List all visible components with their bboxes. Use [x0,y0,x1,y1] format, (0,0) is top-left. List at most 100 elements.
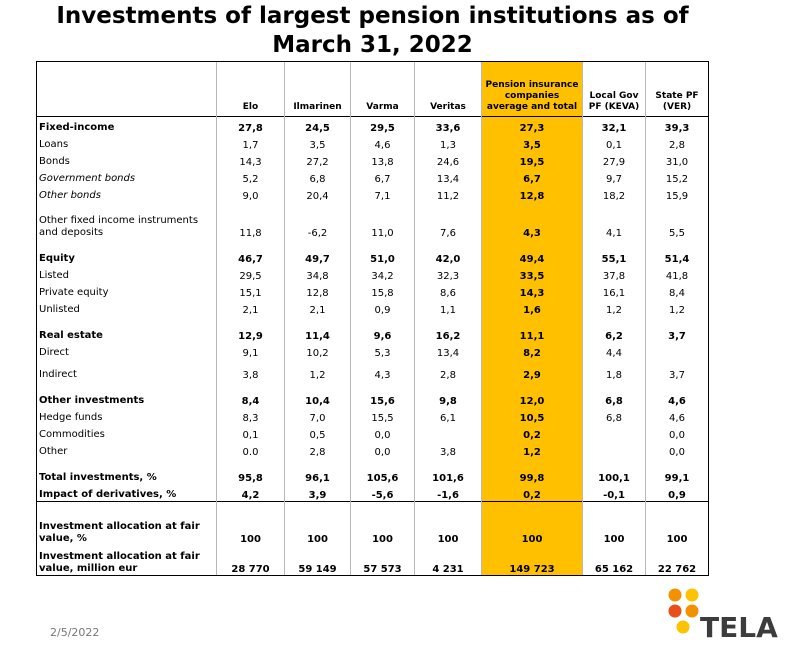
spacer-cell [414,316,482,325]
spacer-cell [582,316,646,325]
table-cell: 11,2 [414,185,482,202]
table-cell: 8,2 [481,342,583,359]
table-cell: 3,9 [284,484,351,502]
table-row: Investment allocation at fair value, mil… [36,545,709,576]
table-cell: 95,8 [216,467,285,484]
row-label: Commodities [36,424,217,441]
spacer-cell [350,458,415,467]
table-cell: 2,1 [216,299,285,316]
table-cell: 7,1 [350,185,415,202]
spacer-row [36,316,709,325]
table-cell: 19,5 [481,151,583,168]
table-cell: 29,5 [216,265,285,282]
spacer-cell [216,316,285,325]
table-row: Other investments 8,4 10,4 15,6 9,8 12,0 6,8 4,… [36,390,709,407]
table-cell: 100 [216,511,285,545]
table-cell: 3,7 [645,325,709,342]
table-cell: 9,0 [216,185,285,202]
table-cell: 15,1 [216,282,285,299]
table-cell: 100 [284,511,351,545]
table-cell: 4 231 [414,545,482,576]
table-cell: 8,4 [645,282,709,299]
table-cell: 49,7 [284,248,351,265]
row-label: Hedge funds [36,407,217,424]
table-cell: 51,4 [645,248,709,265]
table-cell: 27,8 [216,116,285,134]
spacer-cell [284,316,351,325]
table-row: Unlisted 2,1 2,1 0,9 1,1 1,6 1,2 1,2 [36,299,709,316]
row-label: Investment allocation at fair value, mil… [36,545,217,576]
spacer-cell [414,239,482,248]
table-cell: 1,2 [481,441,583,458]
investment-table: Elo Ilmarinen Varma Veritas Pension insu… [36,61,709,576]
table-cell: 13,4 [414,342,482,359]
row-label: Other investments [36,390,217,407]
table-cell: 12,9 [216,325,285,342]
row-label: Other bonds [36,185,217,202]
table-row: Commodities 0,1 0,5 0,0 0,2 0,0 [36,424,709,441]
table-cell: 13,8 [350,151,415,168]
table-cell: 6,1 [414,407,482,424]
table-cell: 33,6 [414,116,482,134]
table-cell: 16,2 [414,325,482,342]
table-cell: 149 723 [481,545,583,576]
table-cell: 11,1 [481,325,583,342]
spacer-cell [481,239,583,248]
table-cell: 9,1 [216,342,285,359]
row-label: Impact of derivatives, % [36,484,217,502]
table-cell: -6,2 [284,202,351,239]
spacer-cell [284,239,351,248]
row-label: Government bonds [36,168,217,185]
row-label: Loans [36,134,217,151]
row-label: Investment allocation at fair value, % [36,511,217,545]
table-cell: 2,8 [284,441,351,458]
table-cell: 31,0 [645,151,709,168]
column-header: Ilmarinen [284,61,351,117]
row-label: Other fixed income instruments and depos… [36,202,217,239]
table-row: Indirect 3,8 1,2 4,3 2,8 2,9 1,8 3,7 [36,359,709,381]
table-cell: 42,0 [414,248,482,265]
table-cell: 55,1 [582,248,646,265]
table-cell [645,342,709,359]
table-cell: 100 [414,511,482,545]
table-cell: 11,4 [284,325,351,342]
spacer-cell [350,239,415,248]
table-cell: 24,5 [284,116,351,134]
table-cell: 4,6 [350,134,415,151]
page-title-line-1: Investments of largest pension instituti… [56,3,689,29]
table-cell: 37,8 [582,265,646,282]
table-cell: 33,5 [481,265,583,282]
table-cell: 6,8 [284,168,351,185]
table-cell: 0,0 [350,441,415,458]
table-cell: 12,8 [481,185,583,202]
table-row: Equity 46,7 49,7 51,0 42,0 49,4 55,1 51,4 [36,248,709,265]
table-cell: 12,0 [481,390,583,407]
table-row: Other 0.0 2,8 0,0 3,8 1,2 0,0 [36,441,709,458]
table-cell: 0,2 [481,424,583,441]
table-cell: 2,8 [414,359,482,381]
table-cell: 8,3 [216,407,285,424]
table-cell: 100 [350,511,415,545]
row-label: Fixed-income [36,116,217,134]
table-cell: 0,5 [284,424,351,441]
column-header: Elo [216,61,285,117]
table-cell: 2,9 [481,359,583,381]
table-cell: 51,0 [350,248,415,265]
spacer-cell [645,239,709,248]
column-header: State PF (VER) [645,61,709,117]
table-row: Listed 29,5 34,8 34,2 32,3 33,5 37,8 41,8 [36,265,709,282]
table-cell: 15,6 [350,390,415,407]
table-cell: 12,8 [284,282,351,299]
table-row: Fixed-income 27,8 24,5 29,5 33,6 27,3 32,1 39,3 [36,116,709,134]
footer-date: 2/5/2022 [50,626,100,639]
table-cell: 15,9 [645,185,709,202]
spacer-cell [481,458,583,467]
table-cell: 0,1 [216,424,285,441]
spacer-cell [582,381,646,390]
table-cell: 0,9 [350,299,415,316]
table-cell: 100 [645,511,709,545]
row-label: Listed [36,265,217,282]
table-cell: 27,3 [481,116,583,134]
spacer-cell [645,501,709,511]
row-label: Equity [36,248,217,265]
